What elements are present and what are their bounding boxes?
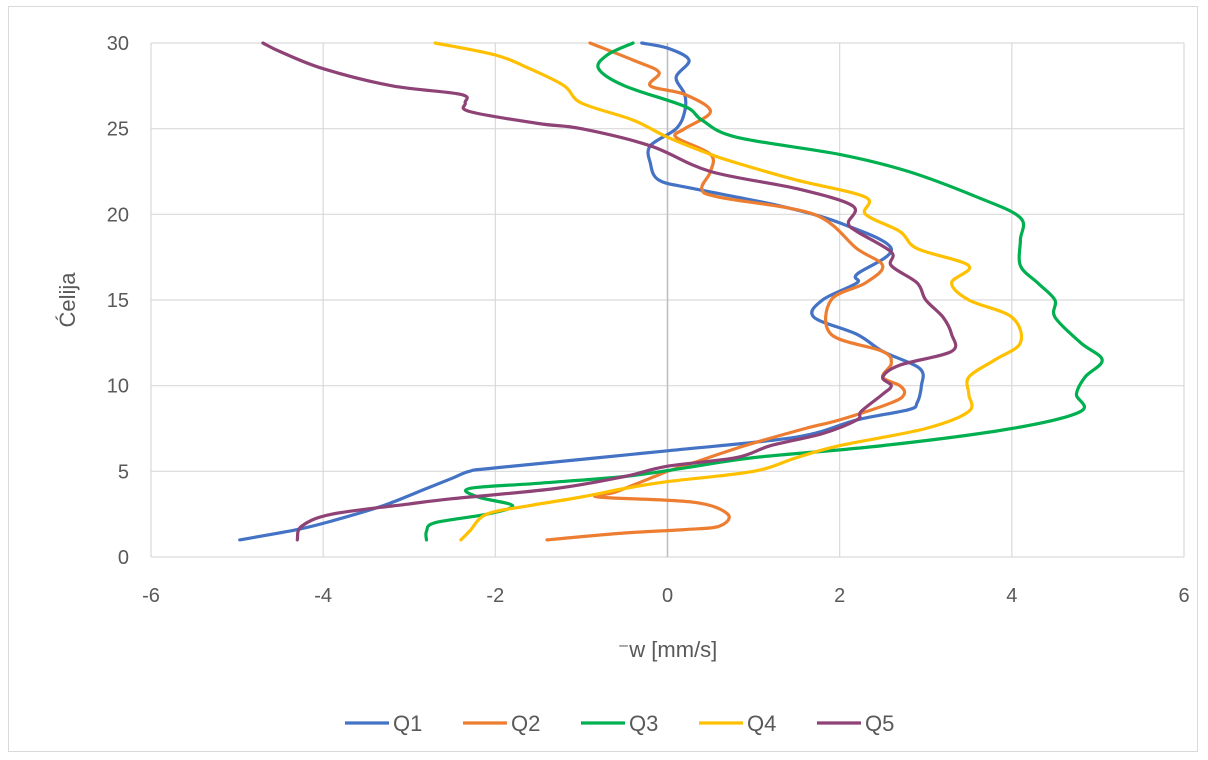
series-lines [238, 41, 1104, 542]
y-tick-label: 0 [118, 547, 129, 569]
series-line-q3 [424, 41, 1104, 542]
series-line-q1 [238, 41, 925, 542]
x-tick-label: 4 [1006, 585, 1017, 607]
chart-area: 0 5 10 15 20 25 30 -6 -4 -2 0 2 4 6 ⁻w [mm/s] Ćelija … [8, 6, 1198, 752]
legend-item-q2: Q2 [463, 711, 540, 736]
x-tick-label: -6 [142, 585, 160, 607]
y-tick-label: 25 [107, 119, 129, 141]
legend-item-q1: Q1 [345, 711, 422, 736]
legend-label: Q2 [511, 711, 540, 736]
y-tick-label: 5 [118, 461, 129, 483]
legend-label: Q5 [865, 711, 894, 736]
y-axis-title: Ćelija [55, 272, 80, 328]
legend-label: Q3 [629, 711, 658, 736]
x-tick-label: 0 [662, 585, 673, 607]
legend-item-q5: Q5 [817, 711, 894, 736]
y-tick-label: 30 [107, 33, 129, 55]
x-tick-label: -2 [486, 585, 504, 607]
y-tick-label: 10 [107, 376, 129, 398]
gridlines [150, 42, 1185, 558]
series-line-q5 [261, 41, 958, 542]
y-tick-label: 20 [107, 204, 129, 226]
x-tick-label: 6 [1178, 585, 1189, 607]
tick-labels: 0 5 10 15 20 25 30 -6 -4 -2 0 2 4 6 [107, 33, 1190, 607]
x-tick-label: 2 [834, 585, 845, 607]
legend-label: Q1 [393, 711, 422, 736]
series-line-q4 [433, 41, 1024, 542]
x-tick-label: -4 [314, 585, 332, 607]
legend-item-q3: Q3 [581, 711, 658, 736]
x-axis-title: ⁻w [mm/s] [618, 637, 718, 662]
legend-label: Q4 [747, 711, 776, 736]
y-tick-label: 15 [107, 290, 129, 312]
series-line-q2 [545, 41, 907, 542]
legend: Q1 Q2 Q3 Q4 Q5 [345, 711, 894, 736]
legend-item-q4: Q4 [699, 711, 776, 736]
